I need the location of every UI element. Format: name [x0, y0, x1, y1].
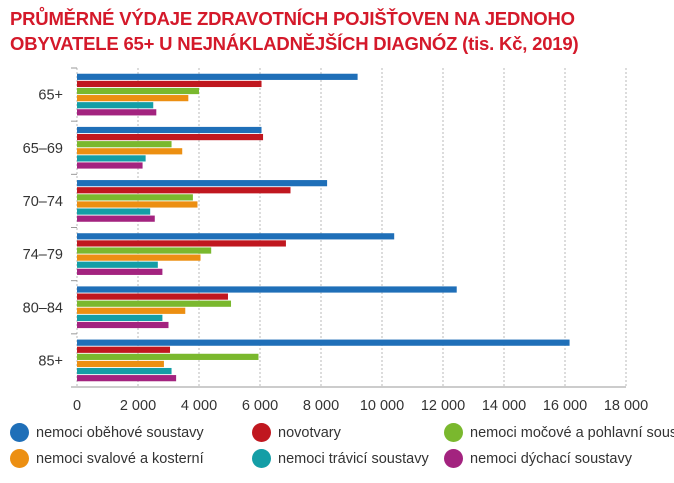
x-tick-label: 8 000 — [303, 398, 339, 414]
bar — [77, 247, 212, 254]
bar-series — [77, 73, 570, 382]
bar — [77, 201, 198, 208]
legend-item: nemoci svalové a kosterní — [10, 449, 204, 468]
chart-title-line-1: PRŮMĚRNÉ VÝDAJE ZDRAVOTNÍCH POJIŠŤOVEN N… — [10, 8, 575, 29]
bar — [77, 148, 183, 155]
legend-item: nemoci močové a pohlavní soustavy — [444, 423, 674, 442]
bar — [77, 286, 457, 293]
x-tick-label: 18 000 — [604, 398, 648, 414]
bar — [77, 208, 151, 215]
category-label: 65+ — [38, 88, 63, 104]
bar — [77, 134, 264, 141]
legend-label: nemoci trávicí soustavy — [278, 450, 429, 467]
x-tick-label: 4 000 — [181, 398, 217, 414]
legend-swatch — [252, 423, 271, 442]
chart-title-line-2: OBYVATELE 65+ U NEJNÁKLADNĚJŠÍCH DIAGNÓZ… — [10, 33, 579, 54]
bar — [77, 87, 199, 95]
legend-swatch — [444, 423, 463, 442]
legend-label: nemoci oběhové soustavy — [36, 424, 204, 441]
bar — [77, 321, 169, 329]
legend-swatch — [252, 449, 271, 468]
bar — [77, 141, 172, 148]
legend-swatch — [10, 423, 29, 442]
legend-label: novotvary — [278, 424, 341, 441]
category-labels: 65+ 65–69 70–74 74–79 80–84 85+ — [23, 67, 77, 388]
bar — [77, 240, 286, 247]
bar — [77, 162, 143, 169]
legend-label: nemoci močové a pohlavní soustavy — [470, 424, 674, 441]
legend-item: nemoci oběhové soustavy — [10, 423, 204, 442]
x-tick-label: 10 000 — [360, 398, 404, 414]
x-tick-label: 14 000 — [482, 398, 526, 414]
bar — [77, 375, 177, 382]
bar-chart: 65+ 65–69 70–74 74–79 80–84 85+ 0 2 000 4 000 6 … — [23, 67, 648, 414]
x-tick-label: 16 000 — [543, 398, 587, 414]
bar — [77, 233, 395, 240]
bar — [77, 293, 228, 300]
bar — [77, 367, 172, 375]
bar — [77, 353, 259, 360]
category-label: 80–84 — [23, 300, 63, 316]
x-axis-tick-labels: 0 2 000 4 000 6 000 8 000 10 000 12 000 14 000 1… — [73, 398, 648, 414]
category-label: 74–79 — [23, 247, 63, 263]
chart-title: PRŮMĚRNÉ VÝDAJE ZDRAVOTNÍCH POJIŠŤOVEN N… — [10, 6, 670, 56]
x-tick-label: 2 000 — [120, 398, 156, 414]
bar — [77, 268, 163, 275]
legend-swatch — [10, 449, 29, 468]
bar — [77, 109, 157, 116]
legend-item: nemoci trávicí soustavy — [252, 449, 429, 468]
bar — [77, 155, 146, 162]
category-label: 65–69 — [23, 141, 63, 157]
bar — [77, 360, 164, 368]
bar — [77, 314, 163, 321]
legend-item: novotvary — [252, 423, 341, 442]
bar — [77, 126, 262, 134]
legend-item: nemoci dýchací soustavy — [444, 449, 632, 468]
bar — [77, 339, 570, 346]
x-tick-label: 12 000 — [421, 398, 465, 414]
bar — [77, 307, 186, 314]
category-label: 70–74 — [23, 194, 63, 210]
bar — [77, 300, 232, 307]
bar — [77, 187, 291, 194]
legend-label: nemoci svalové a kosterní — [36, 450, 204, 467]
bar — [77, 194, 193, 201]
bar — [77, 102, 154, 109]
legend-swatch — [444, 449, 463, 468]
bar — [77, 73, 358, 80]
legend-label: nemoci dýchací soustavy — [470, 450, 632, 467]
grid-lines — [76, 68, 627, 387]
bar — [77, 80, 262, 88]
bar — [77, 261, 158, 268]
bar — [77, 215, 155, 222]
x-tick-label: 0 — [73, 398, 81, 414]
bar — [77, 95, 189, 102]
x-tick-label: 6 000 — [242, 398, 278, 414]
bar — [77, 346, 171, 353]
bar — [77, 254, 201, 261]
bar — [77, 180, 328, 187]
category-label: 85+ — [38, 353, 63, 369]
